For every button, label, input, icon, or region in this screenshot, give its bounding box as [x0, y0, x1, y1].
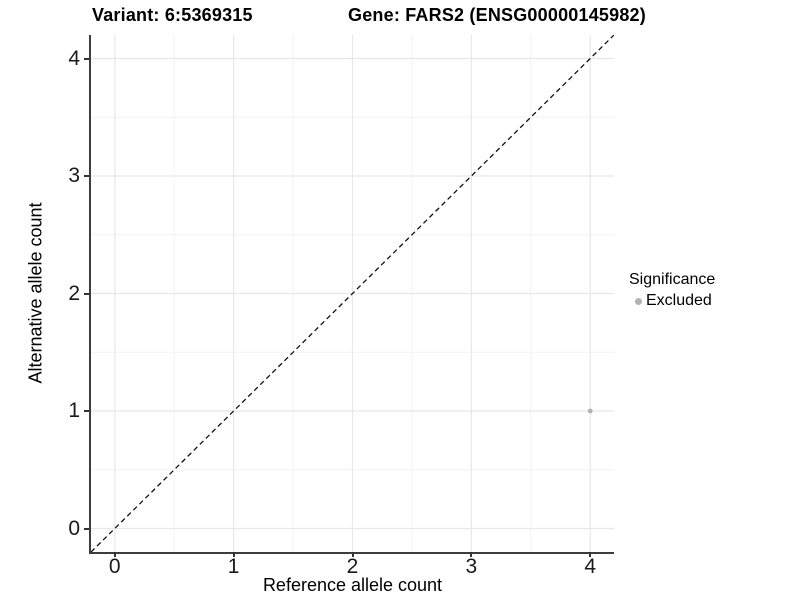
y-tick-mark: [84, 292, 89, 295]
y-tick-label: 1: [68, 399, 80, 422]
x-tick-label: 0: [108, 555, 121, 578]
excluded-dot-icon: [635, 297, 642, 305]
x-tick-label: 4: [584, 555, 597, 578]
x-tick-mark: [589, 552, 592, 557]
y-tick-label: 0: [68, 516, 80, 540]
y-axis-title: Alternative allele count: [25, 202, 46, 384]
legend-item-excluded: Excluded: [629, 292, 715, 310]
x-tick-mark: [470, 552, 473, 557]
y-tick-label: 3: [68, 164, 80, 187]
legend-title: Significance: [629, 271, 716, 288]
gene-title: Gene: FARS2 (ENSG00000145982): [348, 5, 646, 25]
plot-canvas: [91, 35, 614, 552]
x-tick-label: 3: [465, 555, 478, 578]
x-tick-label: 2: [346, 555, 359, 578]
y-tick-mark: [84, 57, 89, 60]
y-tick-mark: [84, 527, 89, 530]
y-tick-label: 2: [68, 281, 80, 305]
legend-item-label: Excluded: [646, 292, 712, 309]
x-tick-mark: [351, 552, 354, 557]
y-tick-label: 4: [68, 46, 80, 70]
legend: Significance Excluded: [629, 271, 715, 310]
data-point-excluded: [587, 408, 593, 414]
variant-title: Variant: 6:5369315: [92, 5, 253, 25]
x-tick-label: 1: [227, 555, 240, 578]
y-tick-mark: [84, 410, 89, 412]
plot-panel: [89, 35, 614, 554]
identity-dashed-line: [91, 35, 614, 552]
x-tick-mark: [232, 552, 235, 557]
y-tick-mark: [84, 175, 89, 177]
x-axis-title: Reference allele count: [262, 575, 443, 595]
x-tick-mark: [113, 552, 116, 557]
